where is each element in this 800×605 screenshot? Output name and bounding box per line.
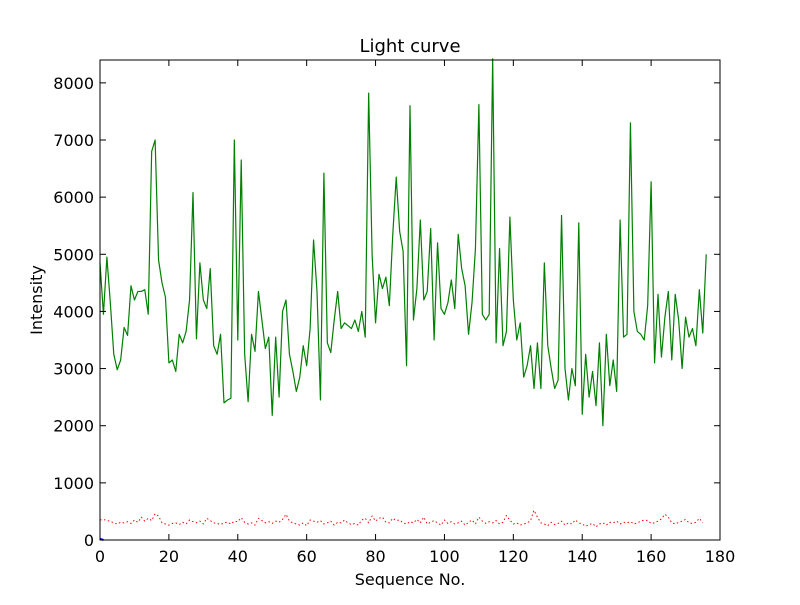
plot-frame: [99, 59, 721, 541]
series-line-0: [99, 58, 707, 427]
x-tick-label: 20: [159, 547, 179, 566]
y-tick-label: 8000: [53, 74, 94, 93]
y-tick-label: 5000: [53, 245, 94, 264]
chart-title: Light curve: [359, 36, 460, 57]
y-tick-label: 4000: [53, 302, 94, 321]
y-tick-label: 7000: [53, 131, 94, 150]
x-tick-label: 80: [365, 547, 385, 566]
x-tick-label: 60: [296, 547, 316, 566]
x-tick-label: 100: [429, 547, 460, 566]
x-tick-label: 140: [567, 547, 598, 566]
x-tick-label: 40: [228, 547, 248, 566]
y-tick-label: 2000: [53, 417, 94, 436]
y-tick-label: 0: [84, 531, 94, 550]
y-axis-label: Intensity: [27, 265, 46, 335]
x-tick-label: 0: [95, 547, 105, 566]
x-tick-label: 160: [636, 547, 667, 566]
y-tick-label: 6000: [53, 188, 94, 207]
y-tick-label: 1000: [53, 474, 94, 493]
y-tick-label: 3000: [53, 360, 94, 379]
tick-layer: 0 20 40 60 80 100 120 140 160 180 0 1000 2000 3000 400…: [53, 60, 735, 566]
series-line-1: [99, 509, 704, 528]
x-axis-label: Sequence No.: [355, 570, 466, 589]
x-tick-label: 120: [498, 547, 529, 566]
x-tick-label: 180: [705, 547, 736, 566]
